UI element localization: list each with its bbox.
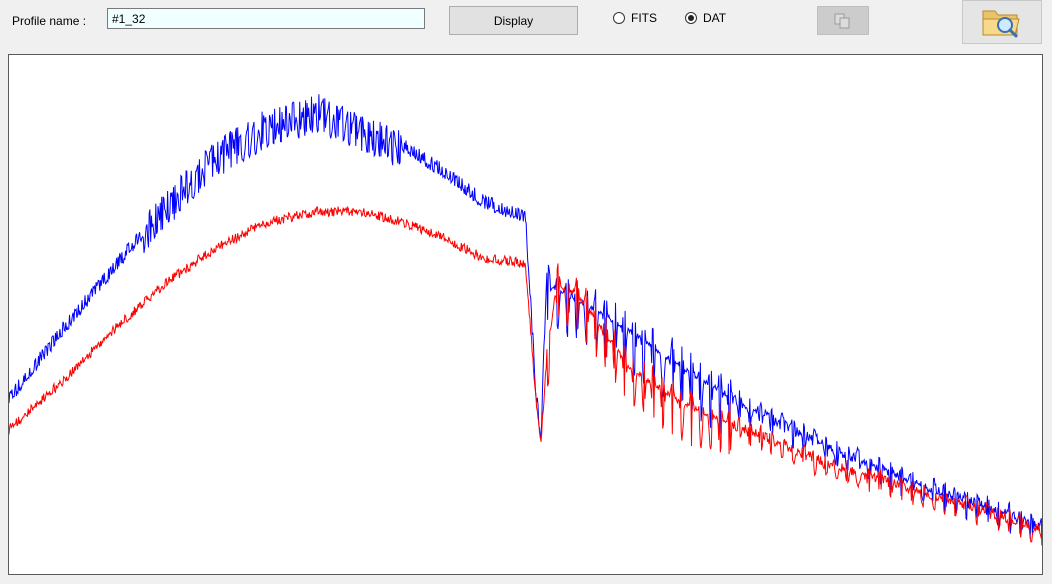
fits-radio[interactable]: FITS — [613, 11, 657, 25]
dat-radio[interactable]: DAT — [685, 11, 726, 25]
copy-button[interactable] — [817, 6, 869, 35]
profile-name-label: Profile name : — [12, 14, 87, 28]
fits-radio-circle[interactable] — [613, 12, 625, 24]
toolbar: Profile name : Display FITS DAT — [0, 0, 1052, 52]
open-file-button[interactable] — [962, 0, 1042, 44]
fits-radio-label: FITS — [631, 11, 657, 25]
series-red-line — [9, 205, 1042, 543]
series-blue-line — [9, 94, 1042, 546]
spectrum-chart — [9, 94, 1042, 546]
spectrum-plot — [8, 54, 1043, 575]
display-button[interactable]: Display — [449, 6, 578, 35]
open-folder-search-icon — [982, 10, 1020, 38]
copy-icon — [834, 13, 850, 28]
dat-radio-circle[interactable] — [685, 12, 697, 24]
dat-radio-label: DAT — [703, 11, 727, 25]
profile-name-input[interactable] — [107, 8, 425, 29]
